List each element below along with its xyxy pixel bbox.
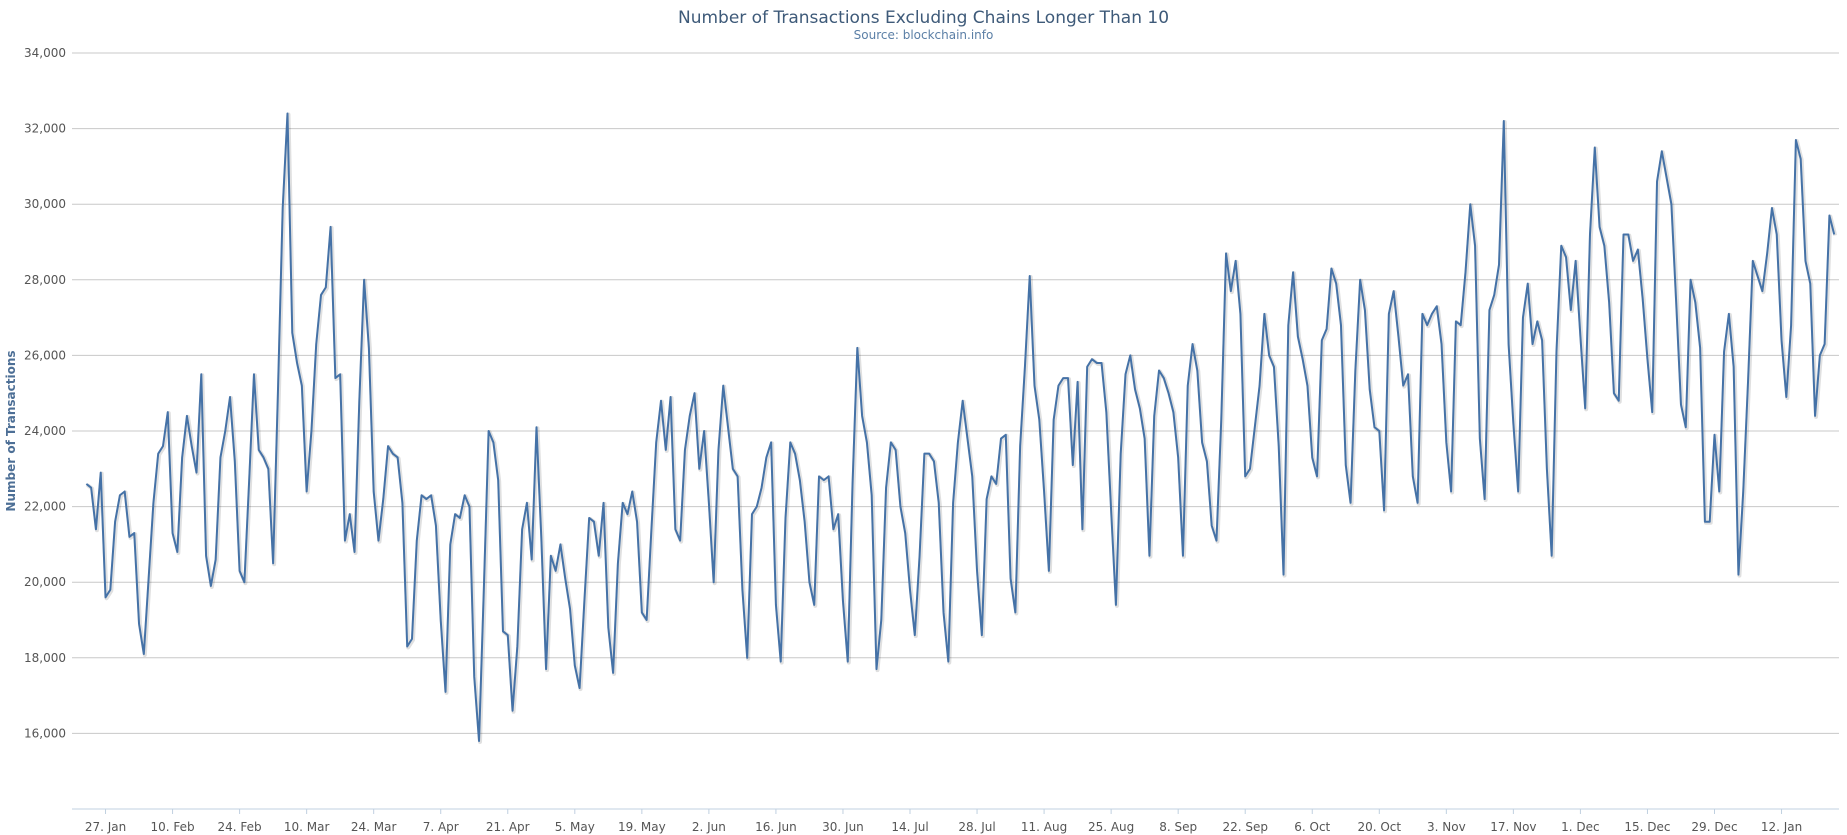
y-tick-label: 16,000 <box>24 726 66 740</box>
x-tick-label: 1. Dec <box>1561 820 1599 834</box>
x-tick-label: 28. Jul <box>958 820 995 834</box>
x-tick-label: 3. Nov <box>1427 820 1466 834</box>
x-tick-label: 30. Jun <box>822 820 864 834</box>
x-tick-label: 7. Apr <box>423 820 459 834</box>
x-tick-label: 22. Sep <box>1222 820 1268 834</box>
x-tick-label: 27. Jan <box>85 820 126 834</box>
y-tick-label: 34,000 <box>24 46 66 60</box>
x-tick-label: 14. Jul <box>891 820 928 834</box>
y-tick-label: 32,000 <box>24 122 66 136</box>
x-tick-label: 15. Dec <box>1624 820 1670 834</box>
chart-subtitle: Source: blockchain.info <box>853 28 994 42</box>
x-tick-label: 5. May <box>555 820 595 834</box>
x-tick-label: 6. Oct <box>1294 820 1330 834</box>
x-tick-label: 19. May <box>618 820 666 834</box>
y-tick-label: 28,000 <box>24 273 66 287</box>
x-tick-label: 11. Aug <box>1021 820 1067 834</box>
x-tick-label: 17. Nov <box>1490 820 1536 834</box>
x-tick-label: 21. Apr <box>486 820 530 834</box>
axis-layer: 16,000 18,000 20,000 22,000 24,000 26,000 28,0… <box>24 46 1839 834</box>
y-tick-label: 30,000 <box>24 197 66 211</box>
x-tick-label: 16. Jun <box>755 820 797 834</box>
y-tick-label: 20,000 <box>24 575 66 589</box>
x-tick-label: 2. Jun <box>692 820 726 834</box>
y-tick-label: 22,000 <box>24 500 66 514</box>
x-tick-label: 12. Jan <box>1761 820 1802 834</box>
y-tick-label: 26,000 <box>24 348 66 362</box>
x-tick-label: 10. Mar <box>284 820 330 834</box>
chart-title: Number of Transactions Excluding Chains … <box>677 8 1170 28</box>
series-line-shadow <box>86 112 1838 744</box>
x-tick-label: 29. Dec <box>1691 820 1737 834</box>
y-tick-label: 24,000 <box>24 424 66 438</box>
grid-layer <box>72 52 1839 734</box>
y-axis-label: Number of Transactions <box>4 350 18 511</box>
x-tick-label: 25. Aug <box>1088 820 1134 834</box>
series-layer <box>85 112 1838 744</box>
series-line <box>85 112 1836 742</box>
x-tick-label: 24. Mar <box>351 820 397 834</box>
x-tick-label: 24. Feb <box>218 820 262 834</box>
x-tick-label: 10. Feb <box>150 820 194 834</box>
x-tick-label: 20. Oct <box>1357 820 1401 834</box>
y-tick-label: 18,000 <box>24 651 66 665</box>
x-tick-label: 8. Sep <box>1159 820 1197 834</box>
